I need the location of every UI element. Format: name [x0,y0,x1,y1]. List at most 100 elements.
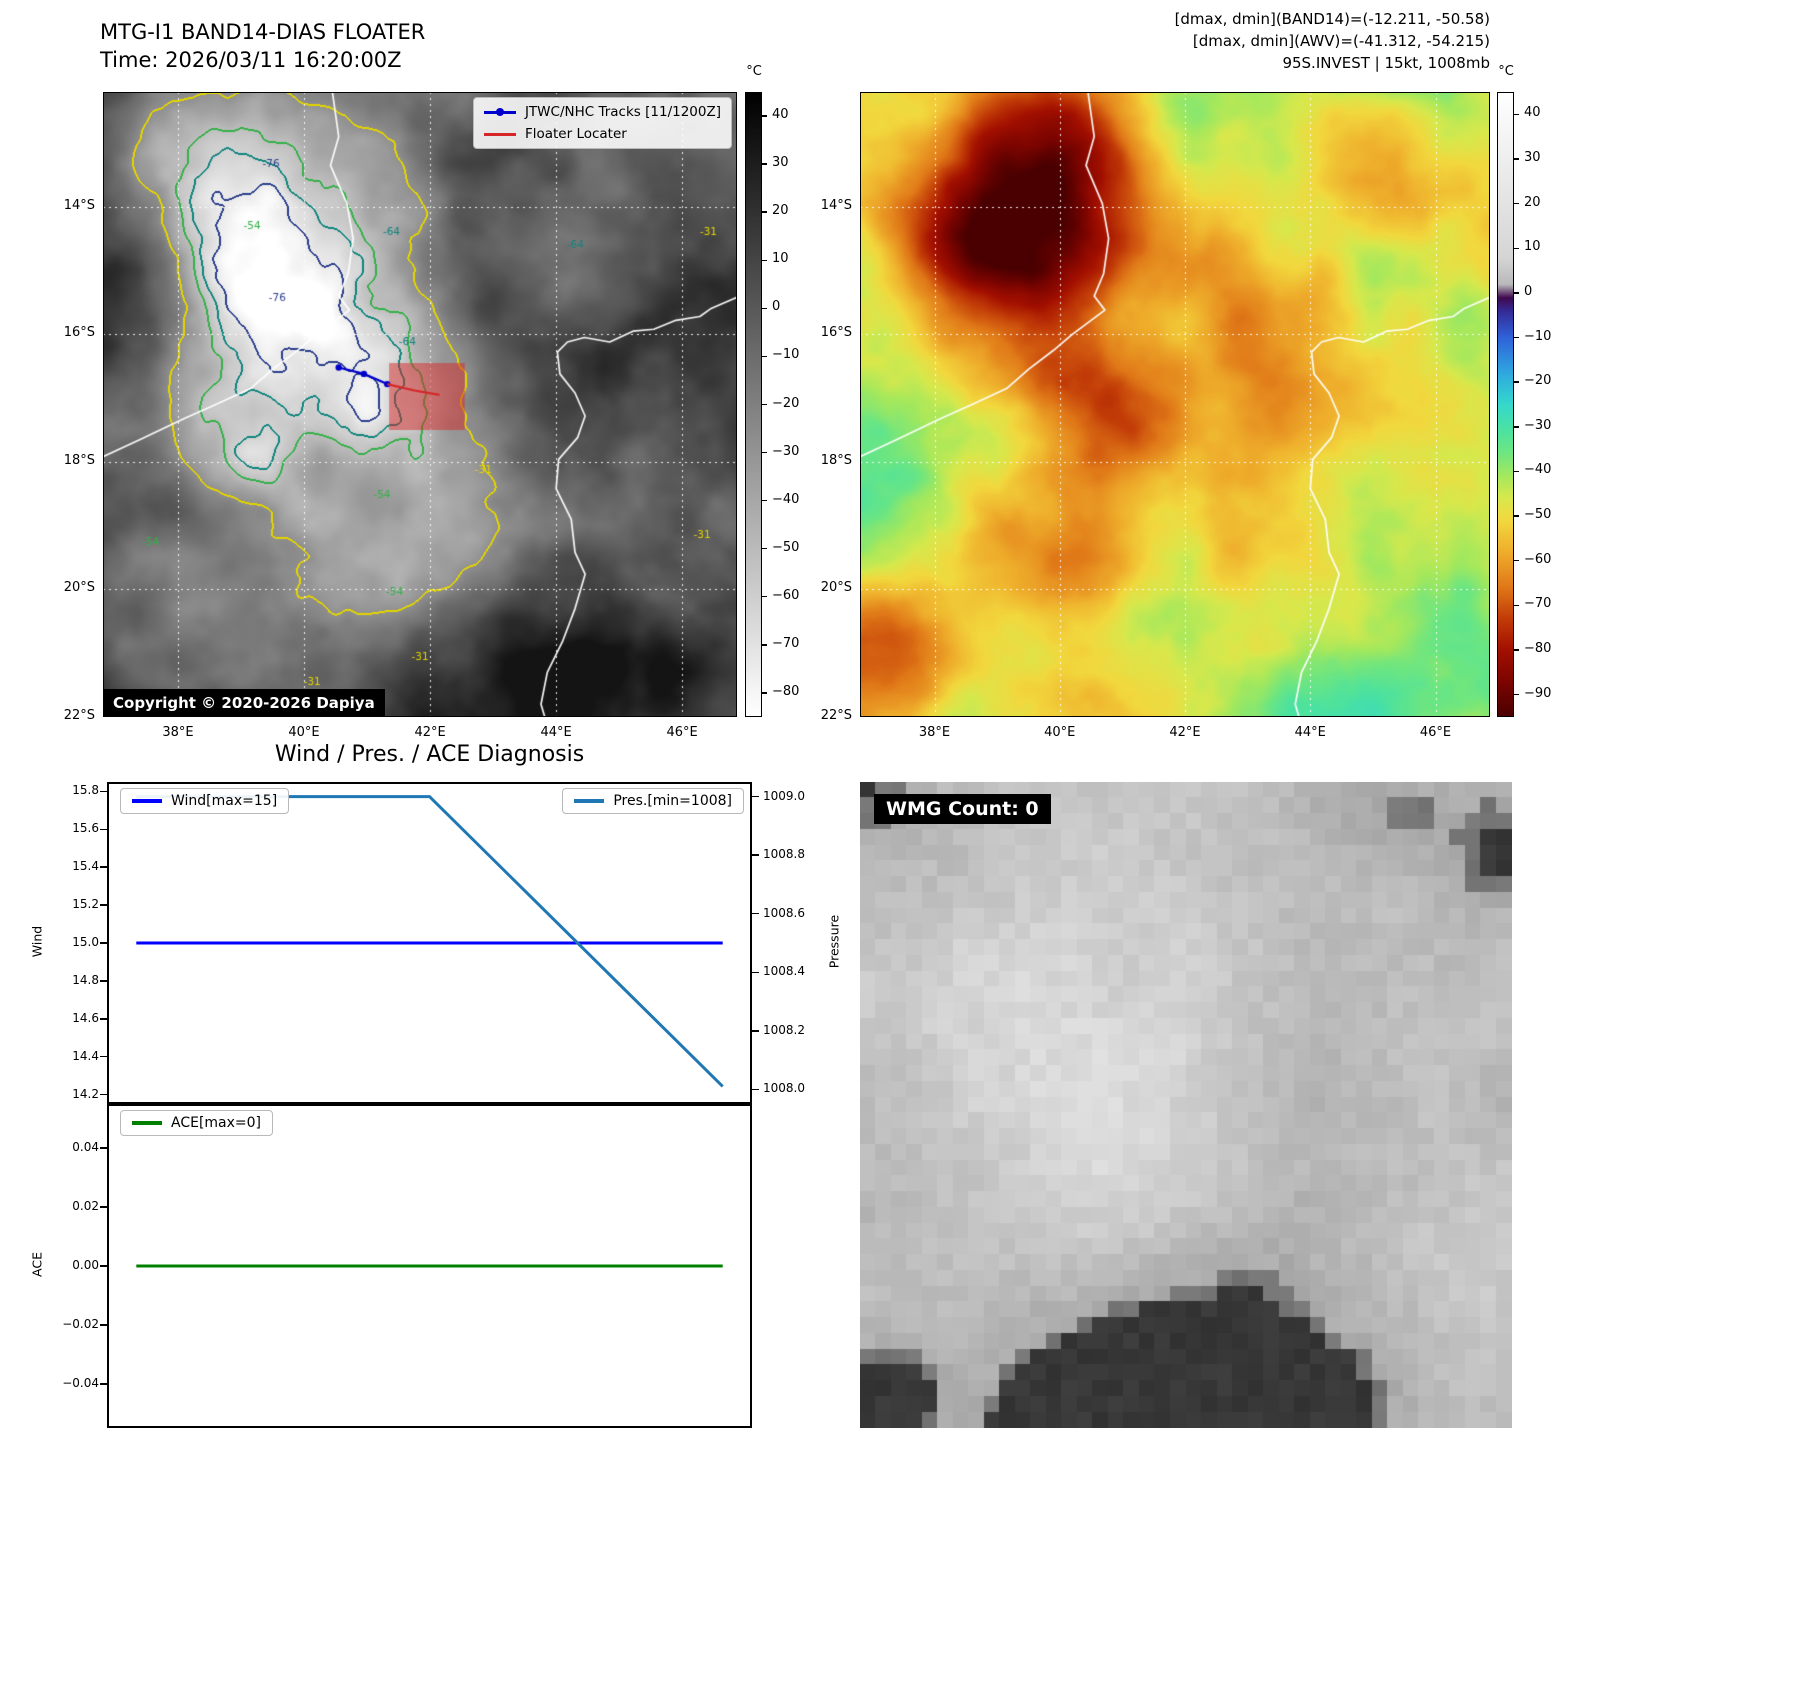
p2-cbar-tick-label: −70 [1524,596,1552,612]
band14-colorbar: 40 30 20 10 0 −10 −20 −30 −40 −50 −60 −70 −80 [745,92,815,717]
p2-cbar-tick-mark [1514,560,1519,562]
ace-left-tick-mark [100,1147,107,1149]
wind_pres-right-axis-label: Pressure [826,914,842,969]
wind_pres-left-tick-label: 14.6 [72,1010,99,1025]
awv-lat-tick-label: 22°S [820,708,852,723]
p2-cbar-tick-mark [1514,604,1519,607]
copyright-badge: Copyright © 2020-2026 Dapiya [103,689,385,717]
wind_pres-right-tick-mark [752,971,759,974]
p2-cbar-tick-mark [1514,381,1519,383]
wind_pres-right-tick-label: 1008.4 [763,964,805,979]
p2-cbar-tick-mark [1514,292,1519,294]
p1-cbar-tick-label: 10 [772,251,789,267]
wind_pres-left-tick-mark [100,942,107,944]
wind-legend: Wind[max=15] [120,788,290,814]
diagnosis-title: Wind / Pres. / ACE Diagnosis [274,742,585,767]
band14-lat-tick-label: 14°S [63,197,95,213]
wind_pres-left-tick-label: 15.6 [72,821,99,836]
band14-lat-tick-label: 20°S [63,580,95,596]
ace-left-tick-label: −0.02 [62,1316,99,1331]
awv-lat-tick-label: 14°S [820,197,852,213]
wind_pres-right-tick-mark [752,795,759,798]
wind_pres-left-tick-mark [100,866,107,868]
awv-lon-tick-label: 46°E [1419,725,1452,740]
wind_pres-left-tick-mark [100,1093,107,1096]
p1-cbar-tick-mark [762,307,767,310]
floater-line-swatch [483,132,516,136]
p1-cbar-tick-mark [762,211,767,213]
band14-lon-tick-label: 46°E [666,725,698,740]
pres-legend-swatch [574,799,605,803]
p2-cbar-tick-label: 20 [1524,194,1541,210]
p2-cbar-tick-label: 30 [1524,149,1541,165]
ace-left-tick-mark [100,1383,107,1385]
legend-row-floater: Floater Locater [483,126,721,142]
band14-lon-tick-label: 44°E [540,725,572,740]
p2-cbar-tick-label: −30 [1524,417,1552,433]
wmg-panel: WMG Count: 0 [860,782,1512,1428]
p2-cbar-tick-mark [1514,649,1519,651]
tracks-legend-label: JTWC/NHC Tracks [11/1200Z] [524,104,721,120]
p2-cbar-tick-label: −10 [1524,328,1552,344]
ace-left-tick-label: 0.00 [72,1258,99,1272]
p1-cbar-tick-mark [762,499,767,502]
band14-map: JTWC/NHC Tracks [11/1200Z] Floater Locat… [64,92,737,740]
p2-cbar-tick-mark [1514,426,1519,428]
wind_pres-right-tick-mark [752,1030,759,1032]
pres-legend: Pres.[min=1008] [562,788,744,814]
p1-cbar-tick-mark [762,548,767,550]
band14-legend: JTWC/NHC Tracks [11/1200Z] Floater Locat… [472,97,732,149]
p1-cbar-tick-label: −10 [772,347,800,363]
awv-lon-tick-label: 38°E [918,725,951,740]
band14-lon-tick-label: 40°E [288,725,320,740]
floater-legend-label: Floater Locater [524,126,627,142]
ace-chart: −0.04 −0.02 0.00 0.02 0.04 ACE ACE[max=0] [30,1104,752,1428]
p1-cbar-tick-label: −20 [772,395,800,411]
wind_pres-right-tick-label: 1008.8 [763,847,805,862]
p2-cbar-tick-mark [1514,113,1519,115]
wind_pres-right-tick-label: 1008.0 [763,1081,805,1096]
ace-left-tick-label: 0.02 [72,1199,99,1214]
wind_pres-left-tick-mark [100,1018,107,1020]
wind_pres-right-tick-mark [752,854,759,856]
ace-left-axis-label: ACE [29,1252,45,1277]
p2-cbar-tick-label: 0 [1524,283,1533,299]
pres-legend-label: Pres.[min=1008] [613,793,732,809]
p1-cbar-tick-mark [762,355,767,358]
p1-cbar-tick-label: −50 [772,539,800,555]
p2-cbar-tick-mark [1514,515,1519,517]
wind_pres-left-tick-label: 15.2 [72,897,99,912]
wmg-count-badge: WMG Count: 0 [874,794,1051,824]
p1-cbar-tick-label: −30 [772,443,800,459]
ace-left-tick-mark [100,1206,107,1208]
band14-lat-tick-label: 16°S [63,325,95,341]
awv-lon-tick-label: 40°E [1044,725,1076,740]
awv-header-line-2: [dmax, dmin](AWV)=(-41.312, -54.215) [1192,32,1490,50]
awv-lat-tick-label: 18°S [820,452,852,468]
band14-satellite-image [103,92,737,717]
p2-cbar-tick-label: −80 [1524,641,1552,657]
wind_pres-right-tick-mark [752,912,759,915]
wind-legend-label: Wind[max=15] [171,793,278,809]
awv-colorbar-unit: °C [1498,64,1514,79]
wind_pres-left-tick-label: 15.0 [72,935,99,949]
awv-header-line-1: [dmax, dmin](BAND14)=(-12.211, -50.58) [1174,10,1490,28]
tracks-line-swatch [483,108,516,116]
wind_pres-right-tick-label: 1009.0 [763,788,805,803]
tracks-marker-dot [495,108,504,116]
p1-cbar-tick-mark [762,692,767,694]
wind_pres-left-tick-mark [100,790,107,793]
p2-cbar-tick-mark [1514,470,1519,473]
p1-cbar-tick-mark [762,596,767,598]
p2-cbar-tick-label: −20 [1524,373,1552,389]
awv-lat-tick-label: 16°S [820,325,852,341]
band14-lat-tick-label: 22°S [63,708,95,723]
p1-cbar-tick-mark [762,644,767,646]
p2-cbar-tick-mark [1514,202,1519,205]
wind_pres-right-tick-mark [752,1088,759,1091]
awv-colorbar: 40 30 20 10 0 −10 −20 −30 −40 −50 −60 −70 −80 −90 [1497,92,1567,717]
p1-cbar-tick-mark [762,259,767,261]
p1-cbar-tick-label: −40 [772,491,800,507]
wind_pres-left-tick-mark [100,1055,107,1058]
